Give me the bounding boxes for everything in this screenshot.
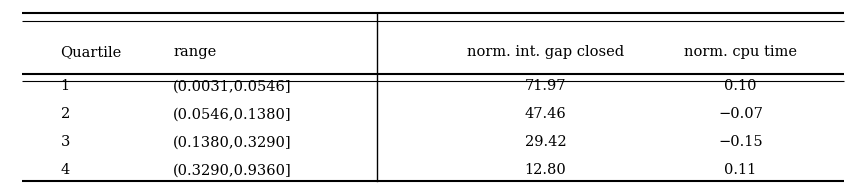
- Text: range: range: [173, 45, 216, 59]
- Text: 0.11: 0.11: [724, 163, 757, 177]
- Text: 0.10: 0.10: [724, 79, 757, 94]
- Text: −0.07: −0.07: [718, 107, 763, 121]
- Text: norm. cpu time: norm. cpu time: [684, 45, 797, 59]
- Text: 1: 1: [61, 79, 70, 94]
- Text: (0.0031,0.0546]: (0.0031,0.0546]: [173, 79, 292, 94]
- Text: (0.1380,0.3290]: (0.1380,0.3290]: [173, 135, 292, 149]
- Text: 3: 3: [61, 135, 70, 149]
- Text: 4: 4: [61, 163, 70, 177]
- Text: Quartile: Quartile: [61, 45, 122, 59]
- Text: norm. int. gap closed: norm. int. gap closed: [467, 45, 624, 59]
- Text: 71.97: 71.97: [525, 79, 566, 94]
- Text: (0.3290,0.9360]: (0.3290,0.9360]: [173, 163, 292, 177]
- Text: 29.42: 29.42: [525, 135, 566, 149]
- Text: 47.46: 47.46: [525, 107, 566, 121]
- Text: 12.80: 12.80: [525, 163, 566, 177]
- Text: (0.0546,0.1380]: (0.0546,0.1380]: [173, 107, 292, 121]
- Text: 2: 2: [61, 107, 70, 121]
- Text: −0.15: −0.15: [718, 135, 763, 149]
